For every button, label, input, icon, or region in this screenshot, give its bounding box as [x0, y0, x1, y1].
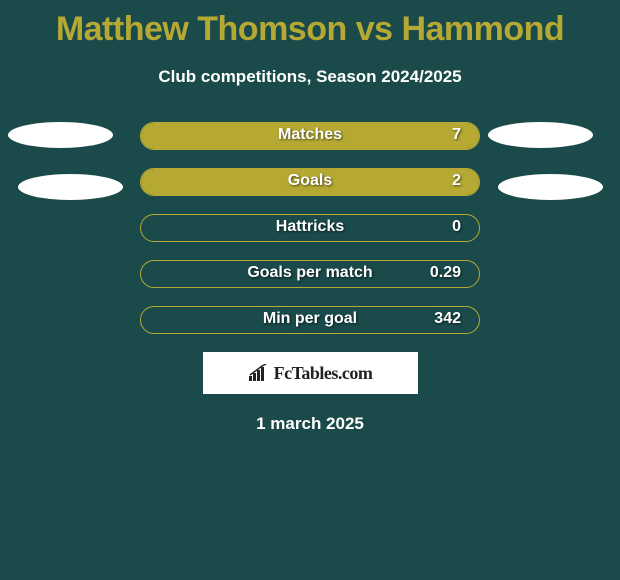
stat-row: Matches 7 [140, 122, 480, 150]
page-title: Matthew Thomson vs Hammond [0, 0, 620, 49]
date-label: 1 march 2025 [0, 414, 620, 434]
deco-ellipse [18, 174, 123, 200]
bar-chart-icon [248, 364, 270, 382]
stat-bars: Matches 7 Goals 2 Hattricks 0 Goals per … [140, 122, 480, 334]
stat-value: 2 [452, 172, 461, 190]
stat-value: 0.29 [430, 264, 461, 282]
watermark: FcTables.com [203, 352, 418, 394]
stat-row: Goals 2 [140, 168, 480, 196]
stats-area: Matches 7 Goals 2 Hattricks 0 Goals per … [0, 122, 620, 334]
stat-label: Goals per match [247, 264, 372, 282]
stat-row: Goals per match 0.29 [140, 260, 480, 288]
deco-ellipse [498, 174, 603, 200]
stat-row: Hattricks 0 [140, 214, 480, 242]
stat-label: Matches [278, 126, 342, 144]
stat-label: Min per goal [263, 310, 357, 328]
stat-label: Goals [288, 172, 332, 190]
subtitle: Club competitions, Season 2024/2025 [0, 67, 620, 87]
watermark-text: FcTables.com [274, 363, 373, 384]
stat-row: Min per goal 342 [140, 306, 480, 334]
stat-label: Hattricks [276, 218, 344, 236]
deco-ellipse [488, 122, 593, 148]
stat-value: 0 [452, 218, 461, 236]
deco-ellipse [8, 122, 113, 148]
stat-value: 342 [434, 310, 461, 328]
stat-value: 7 [452, 126, 461, 144]
